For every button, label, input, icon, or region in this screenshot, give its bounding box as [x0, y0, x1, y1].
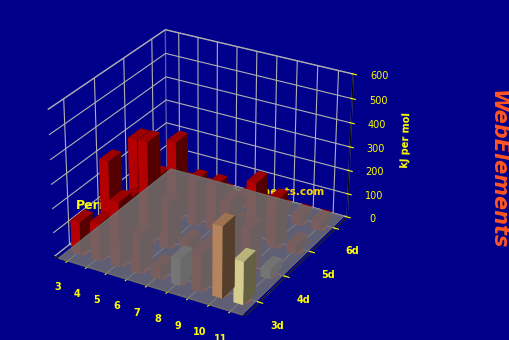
Text: WebElements: WebElements	[487, 90, 506, 250]
